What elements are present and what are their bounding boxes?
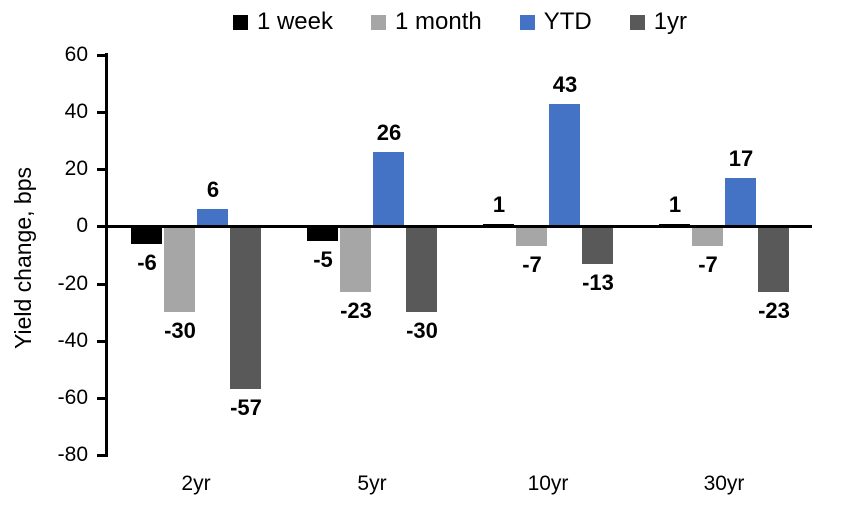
bar-value-label: 6 — [206, 177, 220, 202]
legend-item-1-week: 1 week — [232, 8, 333, 35]
y-tick-mark — [97, 397, 105, 400]
y-tick-mark — [97, 168, 105, 171]
legend-label: 1yr — [653, 8, 688, 35]
bar-value-label: 17 — [728, 146, 754, 171]
legend-item-1-month: 1 month — [370, 8, 482, 35]
bar-value-label: -6 — [137, 250, 157, 275]
bar-value-label: -13 — [582, 270, 614, 295]
bar-1-week-5yr — [307, 228, 338, 241]
bar-value-label: -5 — [313, 247, 333, 272]
bar-1yr-5yr — [406, 228, 437, 312]
legend-swatch-icon — [629, 14, 645, 30]
legend-swatch-icon — [232, 14, 248, 30]
bar-1yr-30yr — [758, 228, 789, 292]
y-tick-mark — [97, 340, 105, 343]
y-tick-label: 40 — [64, 100, 88, 123]
y-tick-label: -60 — [57, 386, 88, 409]
legend-swatch-icon — [370, 14, 386, 30]
y-tick-label: -80 — [57, 443, 88, 466]
bar-value-label: -57 — [230, 395, 262, 420]
bar-1-month-2yr — [164, 228, 195, 312]
bar-value-label: -23 — [758, 298, 790, 323]
y-tick-label: 60 — [64, 43, 88, 66]
y-tick-label: 0 — [76, 214, 88, 237]
bar-ytd-10yr — [549, 104, 580, 225]
bar-value-label: 26 — [376, 120, 402, 145]
bar-1yr-2yr — [230, 228, 261, 389]
y-tick-mark — [97, 225, 105, 228]
bar-1-month-5yr — [340, 228, 371, 292]
y-tick-mark — [97, 454, 105, 457]
y-tick-mark — [97, 54, 105, 57]
y-tick-label: -40 — [57, 329, 88, 352]
x-axis-label: 10yr — [527, 472, 569, 495]
legend-label: 1 week — [256, 8, 333, 35]
bar-value-label: -23 — [340, 298, 372, 323]
y-tick-mark — [97, 111, 105, 114]
bar-value-label: 1 — [668, 192, 682, 217]
x-axis-label: 30yr — [703, 472, 745, 495]
y-tick-label: 20 — [64, 157, 88, 180]
x-axis-label: 5yr — [357, 472, 387, 495]
bar-1-month-10yr — [516, 228, 547, 246]
bar-1-week-2yr — [131, 228, 162, 244]
bar-value-label: -7 — [522, 252, 542, 277]
y-tick-mark — [97, 283, 105, 286]
legend-item-ytd: YTD — [519, 8, 592, 35]
bar-value-label: -7 — [698, 252, 718, 277]
bar-value-label: -30 — [164, 318, 196, 343]
bar-1yr-10yr — [582, 228, 613, 264]
bar-1-month-30yr — [692, 228, 723, 246]
bar-ytd-2yr — [197, 209, 228, 225]
bar-ytd-30yr — [725, 178, 756, 225]
bar-1-week-10yr — [483, 224, 514, 226]
zero-line — [105, 225, 812, 228]
legend-item-1yr: 1yr — [629, 8, 688, 35]
legend: 1 week 1 month YTD 1yr — [108, 6, 812, 38]
legend-label: 1 month — [394, 8, 482, 35]
y-tick-label: -20 — [57, 272, 88, 295]
bar-value-label: -30 — [406, 318, 438, 343]
legend-swatch-icon — [519, 14, 535, 30]
legend-label: YTD — [543, 8, 592, 35]
bar-value-label: 1 — [492, 192, 506, 217]
bar-value-label: 43 — [552, 72, 578, 97]
x-axis-label: 2yr — [181, 472, 211, 495]
y-axis-line — [105, 53, 108, 457]
bar-1-week-30yr — [659, 224, 690, 226]
bar-ytd-5yr — [373, 152, 404, 225]
